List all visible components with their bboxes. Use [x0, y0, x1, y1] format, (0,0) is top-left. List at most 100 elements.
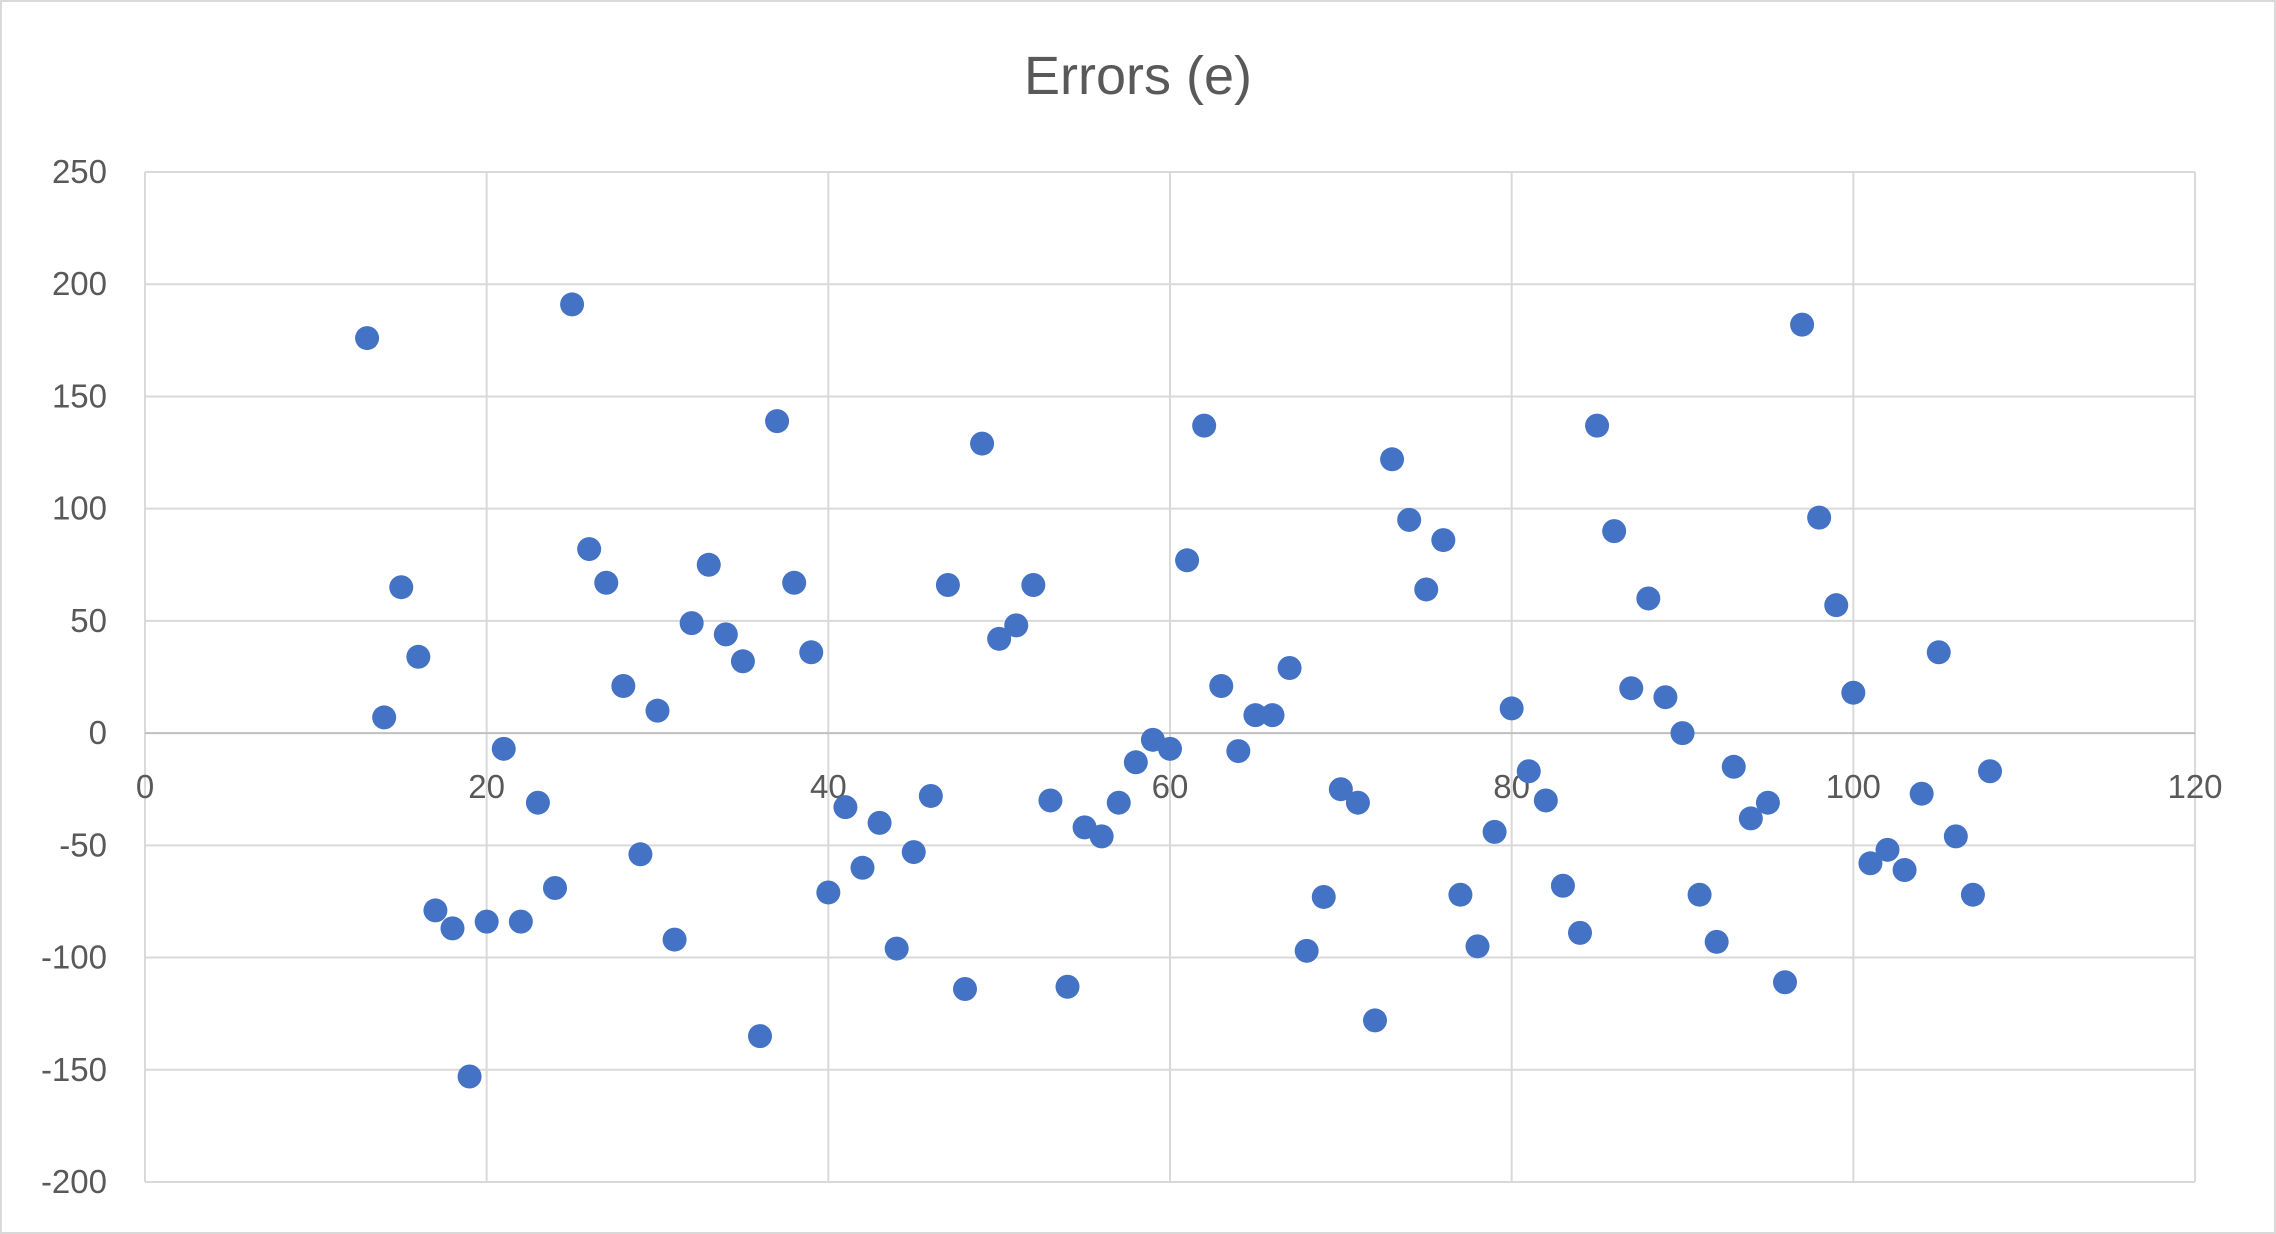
data-point	[1431, 528, 1456, 553]
data-point	[987, 626, 1012, 651]
data-point	[1653, 685, 1678, 710]
data-point	[748, 1024, 772, 1049]
data-point	[1021, 572, 1046, 597]
data-point	[1875, 837, 1900, 862]
data-point	[1260, 703, 1285, 728]
x-tick-label: 60	[1152, 768, 1189, 805]
data-point	[918, 783, 943, 808]
data-point	[1636, 586, 1661, 611]
data-point	[1516, 759, 1541, 784]
data-point	[1533, 788, 1558, 813]
data-point	[1380, 447, 1405, 472]
x-axis-tick-labels: 0 20 40 60 80 100 120	[136, 768, 2223, 805]
data-point	[1721, 754, 1746, 779]
data-point	[1943, 824, 1968, 849]
data-point	[1568, 920, 1592, 945]
data-point	[935, 572, 960, 597]
data-point	[970, 431, 995, 456]
data-point	[1704, 929, 1729, 954]
data-point	[560, 292, 585, 317]
data-point	[457, 1064, 482, 1089]
data-point	[1738, 806, 1763, 831]
data-point	[953, 976, 977, 1001]
data-point	[1175, 548, 1200, 573]
data-point	[765, 409, 790, 434]
data-point	[1892, 858, 1917, 883]
data-point	[1499, 696, 1524, 721]
y-tick-label: 250	[52, 153, 107, 190]
data-point	[474, 909, 499, 934]
data-point	[1209, 673, 1234, 698]
data-point	[355, 326, 380, 351]
data-point	[577, 537, 602, 562]
data-point	[1089, 824, 1114, 849]
data-point	[1363, 1008, 1387, 1033]
data-point	[1294, 938, 1319, 963]
data-point	[423, 898, 448, 923]
data-point	[525, 790, 550, 815]
data-point	[1106, 790, 1131, 815]
data-point	[1909, 781, 1934, 806]
data-point	[1123, 750, 1148, 775]
data-point	[1790, 312, 1815, 337]
data-point	[1585, 413, 1610, 438]
y-tick-label: -50	[59, 826, 107, 863]
data-point	[406, 644, 431, 669]
data-point	[1670, 721, 1695, 746]
x-tick-label: 20	[468, 768, 505, 805]
data-point	[799, 640, 824, 665]
data-point	[594, 570, 619, 595]
data-point	[1687, 882, 1712, 907]
data-point	[389, 575, 414, 600]
x-tick-label: 0	[136, 768, 154, 805]
data-point	[884, 936, 909, 961]
data-point	[1755, 790, 1780, 815]
data-point	[1055, 974, 1080, 999]
data-point	[662, 927, 687, 952]
data-point	[440, 916, 465, 941]
data-point	[782, 570, 807, 595]
y-tick-label: 50	[70, 602, 107, 639]
data-point	[1978, 759, 2002, 784]
y-tick-label: 0	[89, 714, 107, 751]
data-point	[491, 736, 516, 761]
data-point	[508, 909, 533, 934]
data-point	[1550, 873, 1575, 898]
data-point	[730, 649, 755, 674]
data-point	[1277, 656, 1302, 681]
data-point	[1311, 884, 1336, 909]
data-series	[355, 292, 2002, 1089]
data-point	[1243, 703, 1268, 728]
data-point	[1192, 413, 1217, 438]
data-point	[1773, 970, 1797, 995]
data-point	[850, 855, 875, 880]
data-point	[372, 705, 397, 730]
data-point	[1397, 507, 1422, 532]
data-point	[1619, 676, 1644, 701]
data-point	[713, 622, 738, 647]
y-axis-tick-labels: -200 -150 -100 -50 0 50 100 150 200 250	[41, 153, 107, 1200]
data-point	[1482, 819, 1507, 844]
data-point	[679, 611, 704, 636]
data-point	[867, 810, 892, 835]
y-tick-label: 100	[52, 490, 107, 527]
data-point	[1824, 593, 1849, 618]
data-point	[1004, 613, 1029, 638]
data-point	[1926, 640, 1951, 665]
data-point	[628, 842, 653, 867]
data-point	[1960, 882, 1985, 907]
data-point	[611, 673, 636, 698]
data-point	[1328, 777, 1353, 802]
data-point	[1602, 519, 1627, 544]
data-point	[645, 698, 670, 723]
data-point	[833, 795, 858, 820]
data-point	[1038, 788, 1063, 813]
data-point	[1465, 934, 1490, 959]
data-point	[1448, 882, 1473, 907]
data-point	[1807, 505, 1832, 530]
y-tick-label: 150	[52, 377, 107, 414]
data-point	[901, 840, 926, 865]
y-tick-label: -200	[41, 1163, 107, 1200]
